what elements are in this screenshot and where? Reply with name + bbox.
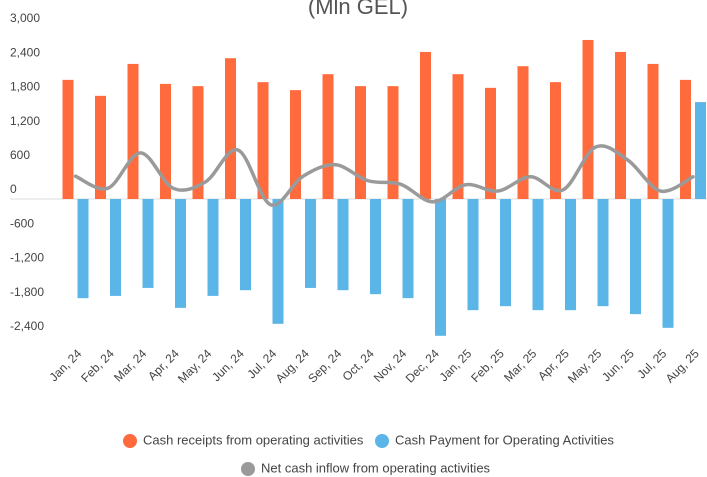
bar — [127, 63, 139, 199]
bar — [225, 58, 236, 200]
bar — [240, 199, 251, 291]
bar — [420, 51, 431, 199]
bar — [467, 199, 479, 311]
x-tick-label: Aug, 24 — [273, 346, 312, 385]
legend-label: Cash receipts from operating activities — [143, 432, 364, 447]
line — [73, 144, 695, 207]
y-tick-label: -1,800 — [10, 285, 44, 299]
bar — [680, 79, 691, 199]
bar — [662, 199, 674, 328]
x-tick-label: Oct, 24 — [340, 346, 377, 383]
bar — [485, 87, 496, 199]
bar — [305, 199, 316, 288]
legend-label: Net cash inflow from operating activitie… — [261, 460, 491, 475]
legend-swatch — [375, 434, 389, 448]
x-tick-label: Mar, 25 — [501, 346, 539, 384]
y-tick-label: 1,200 — [10, 114, 40, 128]
bar — [695, 102, 706, 199]
x-tick-label: May, 25 — [565, 346, 605, 386]
legend-swatch — [123, 434, 137, 448]
x-tick-label: Jun, 25 — [599, 346, 637, 384]
y-tick-label: 2,400 — [10, 45, 40, 59]
x-tick-label: Feb, 25 — [468, 346, 507, 385]
bar — [615, 51, 626, 199]
bar — [95, 95, 106, 199]
bar — [532, 199, 544, 311]
x-tick-label: Aug, 25 — [663, 346, 702, 385]
bar — [290, 90, 301, 199]
bar — [517, 66, 529, 199]
x-tick-label: Feb, 24 — [78, 346, 117, 385]
y-tick-label: 3,000 — [10, 11, 40, 25]
x-tick-label: Jun, 24 — [209, 346, 247, 384]
legend-swatch — [241, 462, 255, 476]
bar — [110, 199, 121, 296]
bar — [565, 199, 576, 311]
bar — [62, 79, 74, 199]
bar — [647, 63, 659, 199]
bar — [142, 199, 154, 288]
x-tick-label: Jan, 25 — [437, 346, 475, 384]
bar — [370, 199, 381, 295]
bar — [322, 74, 334, 199]
bar — [207, 199, 219, 296]
x-tick-label: Sep, 24 — [305, 346, 344, 385]
bar — [192, 86, 204, 199]
x-tick-label: May, 24 — [175, 346, 215, 386]
chart-title: (Mln GEL) — [308, 0, 408, 19]
bar — [160, 83, 171, 199]
y-tick-label: -1,200 — [10, 251, 44, 265]
legend-label: Cash Payment for Operating Activities — [395, 432, 614, 447]
bar — [257, 82, 269, 199]
y-tick-label: -600 — [10, 216, 34, 230]
y-tick-label: 0 — [10, 182, 17, 196]
x-tick-label: Jan, 24 — [47, 346, 85, 384]
bar — [630, 199, 641, 315]
bar — [597, 199, 609, 307]
bar — [500, 199, 511, 307]
x-tick-label: Nov, 24 — [371, 346, 410, 385]
y-tick-label: 600 — [10, 148, 30, 162]
bar — [435, 199, 446, 336]
x-tick-label: Mar, 24 — [111, 346, 149, 384]
bar — [387, 86, 399, 199]
bar — [272, 199, 284, 324]
y-tick-label: -2,400 — [10, 319, 44, 333]
bar — [402, 199, 414, 299]
x-tick-label: Dec, 24 — [403, 346, 442, 385]
bar — [582, 39, 594, 199]
bar — [355, 86, 366, 199]
y-tick-label: 1,800 — [10, 80, 40, 94]
bar — [175, 199, 186, 308]
bar — [77, 199, 89, 299]
bar — [550, 82, 561, 199]
bar — [452, 74, 464, 199]
bar — [337, 199, 349, 291]
